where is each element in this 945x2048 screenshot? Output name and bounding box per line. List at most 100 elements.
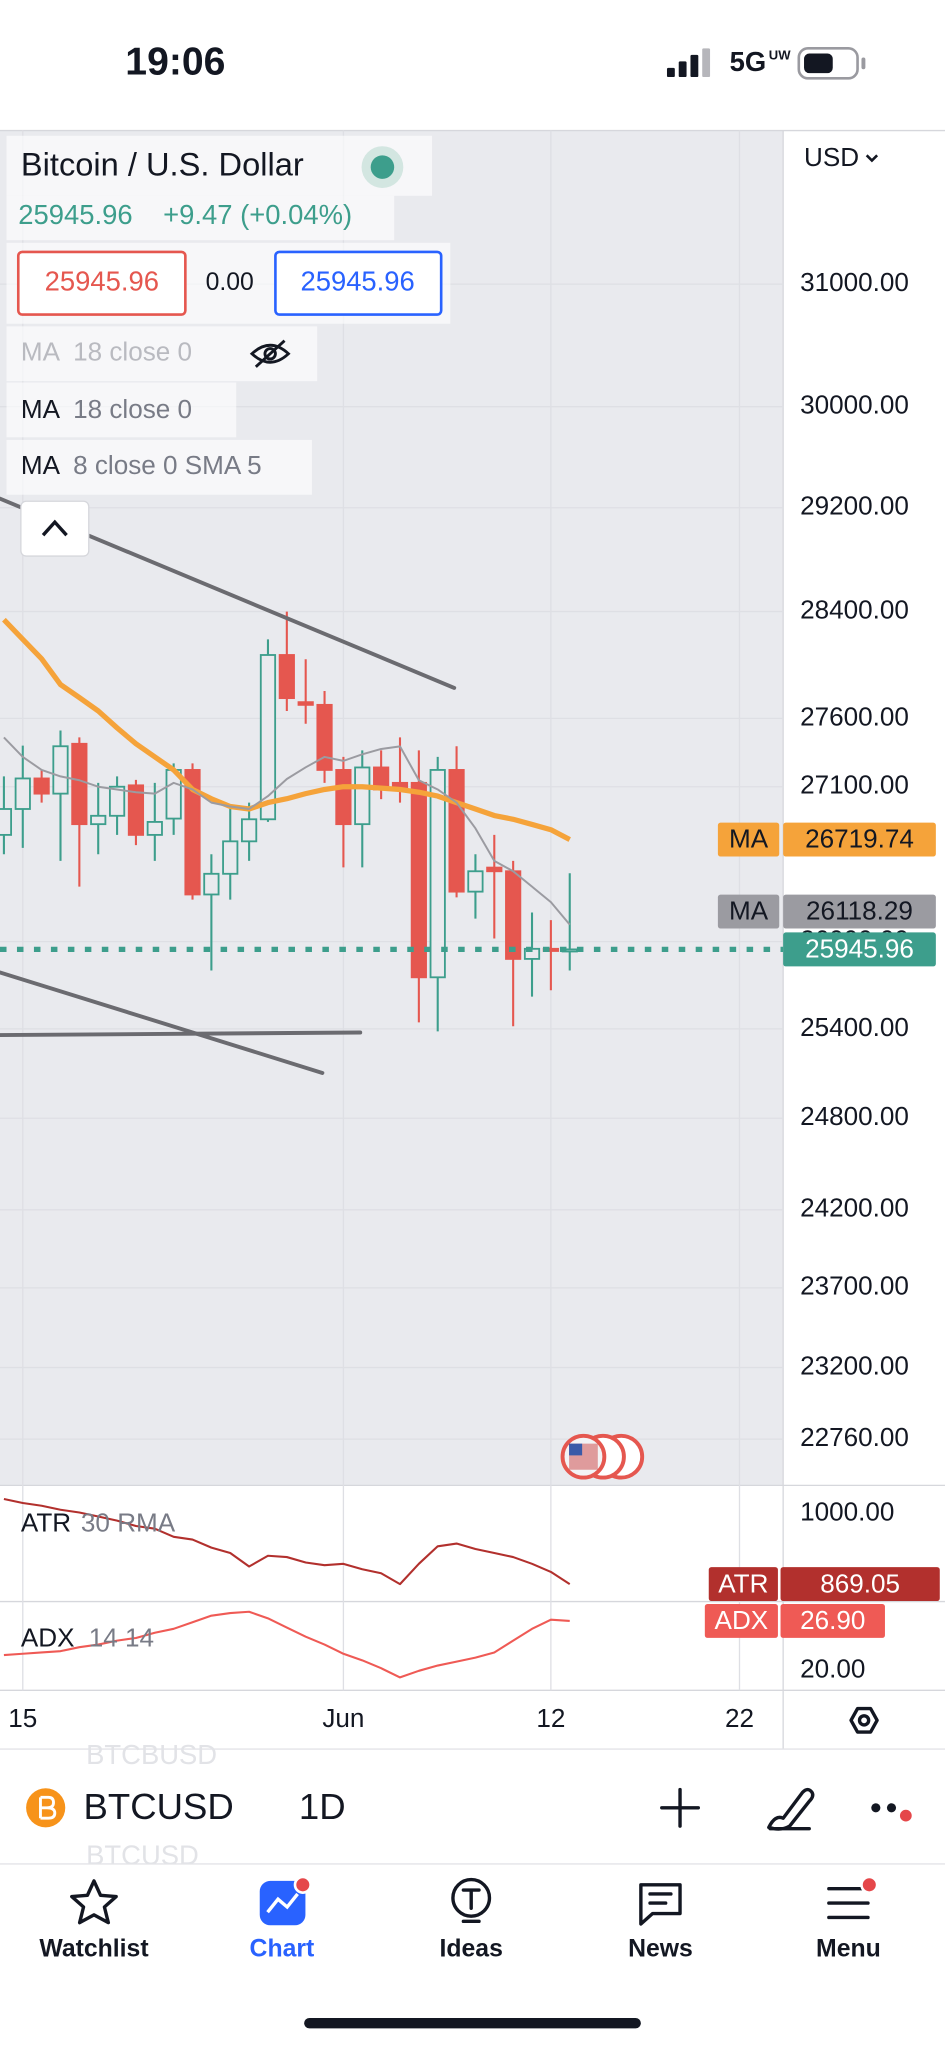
y-tick-label: 20.00 bbox=[800, 1654, 865, 1684]
indicator-inputs[interactable]: 14 14 bbox=[89, 1622, 154, 1652]
candle-body bbox=[108, 785, 126, 817]
watchlist-icon[interactable] bbox=[70, 1879, 118, 1925]
indicator-inputs[interactable]: 18 close 0 bbox=[73, 337, 192, 367]
candle-body bbox=[448, 769, 465, 893]
tag-value: 26118.29 bbox=[806, 896, 913, 926]
y-tick-label: 27100.00 bbox=[800, 770, 909, 800]
y-tick-label: 30000.00 bbox=[800, 390, 909, 420]
indicator-line bbox=[3, 1497, 571, 1586]
candle-body bbox=[184, 769, 201, 896]
y-tick-label: 31000.00 bbox=[800, 267, 909, 297]
nav-label[interactable]: Ideas bbox=[440, 1936, 503, 1963]
ideas-icon[interactable] bbox=[461, 1888, 481, 1924]
legend-bg bbox=[6, 382, 237, 438]
tag-name: MA bbox=[729, 824, 769, 854]
y-tick-label: 29200.00 bbox=[800, 491, 909, 521]
candle-body bbox=[486, 866, 503, 873]
nav-label[interactable]: Watchlist bbox=[39, 1936, 148, 1963]
x-tick-label: 22 bbox=[725, 1703, 754, 1733]
buy-button[interactable] bbox=[274, 250, 443, 316]
add-button[interactable] bbox=[660, 1787, 701, 1828]
indicator-name[interactable]: ADX bbox=[21, 1622, 75, 1652]
nav-label[interactable]: Menu bbox=[816, 1936, 881, 1963]
tag-value: 26.90 bbox=[800, 1605, 865, 1635]
indicator-line bbox=[3, 736, 571, 926]
y-tick-label: 25400.00 bbox=[800, 1012, 909, 1042]
draw-button[interactable] bbox=[767, 1787, 815, 1831]
tag-value: 25945.96 bbox=[805, 934, 914, 964]
tag-name: ATR bbox=[718, 1568, 768, 1598]
candle-body bbox=[241, 818, 258, 843]
tag-bg bbox=[783, 932, 936, 967]
legend-bg bbox=[6, 195, 395, 241]
candles bbox=[0, 611, 578, 1032]
candle-body bbox=[259, 654, 277, 821]
tag-bg bbox=[783, 894, 936, 929]
y-tick-label: 1000.00 bbox=[800, 1497, 894, 1527]
sell-button[interactable] bbox=[16, 250, 187, 316]
trend-line[interactable] bbox=[0, 1030, 363, 1038]
market-status bbox=[370, 155, 395, 179]
currency-chevron[interactable] bbox=[865, 154, 879, 163]
x-tick-label: 12 bbox=[536, 1703, 565, 1733]
candle-body bbox=[146, 821, 163, 836]
indicator-name[interactable]: MA bbox=[21, 450, 61, 480]
y-tick-label: 23200.00 bbox=[800, 1350, 909, 1380]
more-button[interactable] bbox=[871, 1803, 912, 1822]
currency-selector[interactable]: USD bbox=[804, 142, 859, 172]
news-icon[interactable] bbox=[639, 1883, 682, 1926]
indicator-inputs[interactable]: 30 RMA bbox=[81, 1507, 176, 1537]
tag-name: ADX bbox=[715, 1605, 769, 1635]
indicator-inputs[interactable]: 8 close 0 SMA 5 bbox=[73, 450, 262, 480]
candle-body bbox=[127, 784, 145, 836]
candle-body bbox=[429, 769, 446, 979]
candle-body bbox=[222, 840, 239, 875]
buy-price[interactable]: 25945.96 bbox=[300, 266, 414, 297]
tag-bg bbox=[717, 894, 780, 929]
nav-label[interactable]: News bbox=[628, 1936, 693, 1963]
candle-body bbox=[203, 872, 220, 896]
x-tick-label: Jun bbox=[322, 1703, 364, 1733]
tag-value: 26719.74 bbox=[805, 824, 914, 854]
sell-price[interactable]: 25945.96 bbox=[45, 266, 159, 297]
tag-bg bbox=[783, 822, 936, 857]
coin-icon[interactable] bbox=[39, 1795, 57, 1820]
y-tick-label: 24800.00 bbox=[800, 1101, 909, 1131]
last-price: 25945.96 bbox=[18, 199, 132, 230]
collapse-button[interactable] bbox=[20, 500, 90, 557]
indicator-name[interactable]: MA bbox=[21, 337, 61, 367]
candle-body bbox=[354, 766, 371, 826]
network: 5G bbox=[730, 46, 767, 77]
candle-body bbox=[335, 769, 352, 826]
candle-body bbox=[0, 808, 13, 836]
home-indicator bbox=[304, 2017, 641, 2029]
badge bbox=[860, 1875, 879, 1894]
chart-icon[interactable] bbox=[266, 1892, 299, 1914]
interval-selector[interactable]: 1D bbox=[299, 1786, 346, 1827]
candle-body bbox=[467, 870, 484, 893]
settings-icon[interactable] bbox=[857, 1714, 871, 1727]
indicator-name[interactable]: ATR bbox=[21, 1507, 71, 1537]
signal-icon bbox=[666, 48, 711, 78]
x-tick-label: 15 bbox=[8, 1703, 37, 1733]
events-icon[interactable] bbox=[560, 1433, 645, 1480]
ideas-icon[interactable] bbox=[451, 1877, 492, 1918]
indicator-name[interactable]: MA bbox=[21, 394, 61, 424]
indicator-inputs[interactable]: 18 close 0 bbox=[73, 394, 192, 424]
nav-label[interactable]: Chart bbox=[250, 1936, 315, 1963]
candle-body bbox=[410, 781, 427, 979]
legend-bg bbox=[6, 135, 433, 196]
candle-body bbox=[90, 814, 107, 826]
hidden-icon[interactable] bbox=[249, 339, 291, 368]
tag-value: 869.05 bbox=[820, 1568, 900, 1598]
collapse-icon[interactable] bbox=[41, 519, 68, 537]
symbol-selector[interactable]: BTCUSD bbox=[84, 1786, 234, 1827]
tag-bg bbox=[704, 1603, 778, 1638]
candle-body bbox=[33, 777, 50, 795]
tag-bg bbox=[780, 1567, 940, 1602]
settings-icon[interactable] bbox=[849, 1706, 879, 1734]
trend-line[interactable] bbox=[0, 970, 325, 1075]
symbol-title: Bitcoin / U.S. Dollar bbox=[21, 146, 304, 183]
indicator-line bbox=[3, 1610, 570, 1679]
